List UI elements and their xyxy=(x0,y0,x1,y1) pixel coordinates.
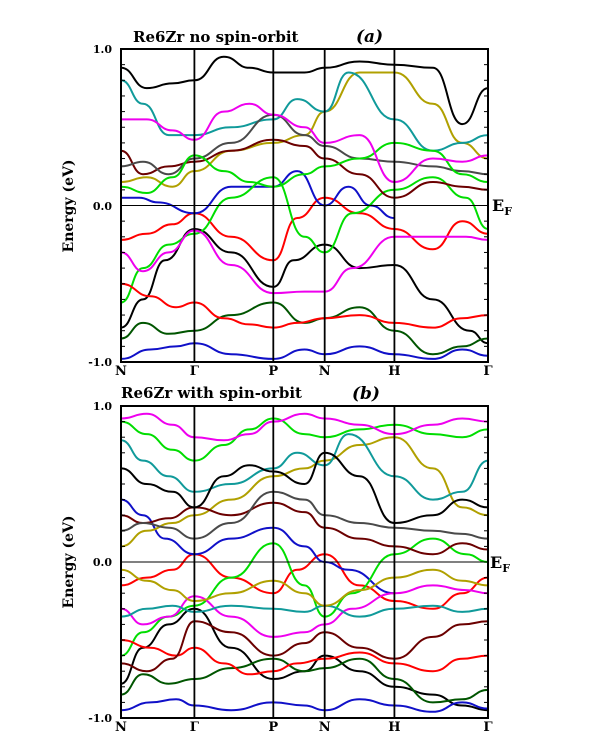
panel-a-band-4 xyxy=(121,176,488,304)
panel-a-band-11 xyxy=(121,55,488,126)
panel-b-band-2 xyxy=(121,553,488,610)
panel-a-band-15 xyxy=(121,342,488,360)
panel-b-title: Re6Zr with spin-orbit xyxy=(121,384,302,402)
panel-a-ylabel: Energy (eV) xyxy=(61,160,77,253)
panel-b-band-7 xyxy=(121,433,488,501)
panel-b-kpoint-label-2: P xyxy=(268,720,278,735)
panel-b-band-14 xyxy=(121,412,488,442)
panel-a-ytick-top: 1.0 xyxy=(93,43,112,56)
panel-a-kpoint-label-2: P xyxy=(268,364,278,379)
panel-b-band-8 xyxy=(121,501,488,556)
panel-b-band-6 xyxy=(121,436,488,548)
panel-b-ytick-top: 1.0 xyxy=(93,400,112,413)
panel-a-kpoint-label-0: N xyxy=(115,364,127,379)
panel-b-yticks xyxy=(121,405,488,719)
panel-a-ytick-bottom: -1.0 xyxy=(88,356,112,369)
panel-a-kpoint-label-4: H xyxy=(388,364,400,379)
panel-b-band-5 xyxy=(121,584,488,638)
panel-a-kpoint-label-1: Γ xyxy=(190,364,200,379)
panel-b-band-4 xyxy=(121,537,488,657)
panel-a-kpoint-label-3: N xyxy=(319,364,331,379)
panel-b-band-17 xyxy=(121,620,488,673)
panel-b-kpoint-label-1: Γ xyxy=(190,720,200,735)
panel-a-band-13 xyxy=(121,141,488,194)
panel-b-fermi-label: EF xyxy=(490,553,510,575)
panel-b-ytick-bottom: -1.0 xyxy=(88,712,112,725)
panel-a: Re6Zr no spin-orbit (a) Energy (eV) 1.0 … xyxy=(61,27,512,379)
panel-a-band-3 xyxy=(121,170,395,219)
panel-b: Re6Zr with spin-orbit (b) Energy (eV) 1.… xyxy=(61,384,510,735)
panel-b-bands xyxy=(121,412,488,713)
panel-b-kpoint-label-5: Γ xyxy=(483,720,493,735)
panel-a-band-2 xyxy=(121,196,488,262)
panel-b-kpoint-label-3: N xyxy=(319,720,331,735)
panel-a-kpoint-label-5: Γ xyxy=(483,364,493,379)
panel-b-band-16 xyxy=(121,604,488,618)
panel-a-kpath-lines xyxy=(193,49,396,362)
panel-a-band-5 xyxy=(121,229,488,295)
panel-b-band-1 xyxy=(121,607,488,712)
panel-b-band-3 xyxy=(121,498,395,595)
panel-b-kpoint-label-4: H xyxy=(388,720,400,735)
panel-b-band-18 xyxy=(121,568,488,607)
panel-b-ylabel: Energy (eV) xyxy=(61,516,77,609)
panel-a-band-1 xyxy=(121,228,488,345)
panel-a-band-14 xyxy=(121,102,488,183)
panel-b-band-10 xyxy=(121,657,488,704)
panel-b-band-9 xyxy=(121,490,488,540)
panel-a-ytick-zero: 0.0 xyxy=(93,200,112,213)
panel-b-band-13 xyxy=(121,417,488,462)
panel-a-yticks xyxy=(121,48,488,363)
panel-a-fermi-label: EF xyxy=(492,196,512,218)
panel-a-bands xyxy=(121,55,488,360)
panel-a-band-6 xyxy=(121,71,488,188)
panel-b-ytick-zero: 0.0 xyxy=(93,556,112,569)
panel-a-band-12 xyxy=(121,282,488,329)
panel-b-kpath-lines xyxy=(193,406,396,718)
panel-b-band-11 xyxy=(121,451,488,524)
panel-b-kpoint-label-0: N xyxy=(115,720,127,735)
panel-a-label: (a) xyxy=(356,27,383,47)
panel-a-title: Re6Zr no spin-orbit xyxy=(133,28,299,46)
panel-a-band-8 xyxy=(121,138,488,199)
panel-a-band-9 xyxy=(121,113,488,176)
panel-b-label: (b) xyxy=(352,384,380,404)
panel-b-band-15 xyxy=(121,698,488,713)
